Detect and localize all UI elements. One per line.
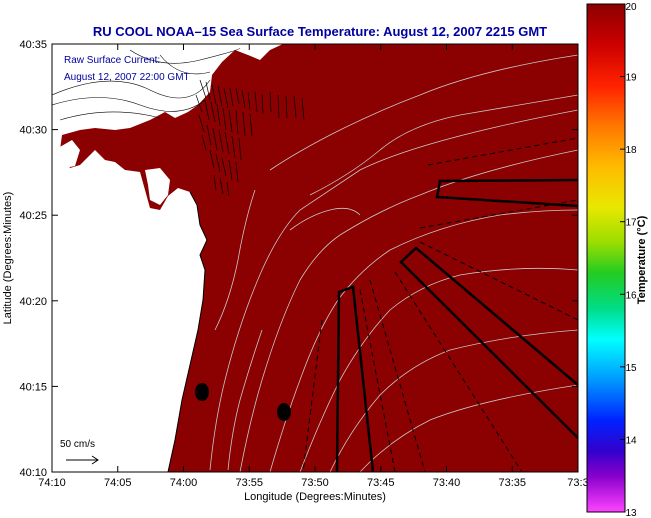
scale-arrow [66, 455, 99, 465]
map-plot-area [52, 44, 578, 472]
dashed-lines [302, 137, 578, 472]
colorbar-label: Temperature (°C) [636, 215, 648, 304]
inset-line-1: Raw Surface Current: [64, 55, 160, 66]
y-tick-label: 40:30 [19, 125, 47, 137]
x-tick-label: 74:05 [104, 477, 132, 489]
land-patch [180, 238, 195, 255]
buoy-marker [277, 403, 291, 421]
colorbar-tick-label: 16 [625, 290, 637, 301]
colorbar-tick-label: 17 [625, 218, 637, 229]
y-tick-label: 40:15 [19, 381, 47, 393]
sea-temperature-field [60, 44, 578, 472]
x-axis-label: Longitude (Degrees:Minutes) [244, 491, 386, 503]
x-tick-label: 73:50 [301, 477, 329, 489]
x-tick-label: 74:00 [170, 477, 198, 489]
y-tick-label: 40:25 [19, 210, 47, 222]
buoy-marker [195, 383, 209, 401]
current-vectors [195, 79, 305, 197]
y-tick-label: 40:10 [19, 467, 47, 479]
colorbar-ticks: 20 19 18 17 16 15 14 13 [620, 2, 637, 518]
y-axis-label: Latitude (Degrees:Minutes) [2, 192, 14, 325]
inset-line-2: August 12, 2007 22:00 GMT [64, 72, 190, 83]
colorbar [586, 3, 626, 513]
colorbar-tick-label: 14 [625, 435, 637, 446]
x-tick-label: 73:55 [235, 477, 263, 489]
y-tick-label: 40:20 [19, 296, 47, 308]
coastline [167, 191, 208, 472]
x-tick-label: 73:35 [498, 477, 526, 489]
y-tick-label: 40:35 [19, 39, 47, 51]
x-tick-label: 73:45 [367, 477, 395, 489]
land-patch [58, 140, 80, 168]
land-patch [145, 168, 170, 205]
colorbar-tick-label: 15 [625, 363, 637, 374]
x-tick-label: 74:10 [38, 477, 66, 489]
colorbar-tick-label: 13 [625, 508, 637, 518]
x-tick-label: 73:3 [567, 477, 588, 489]
solid-lane-polygons [335, 178, 578, 472]
x-axis-ticks: 74:10 74:05 74:00 73:55 73:50 73:45 73:40 73:35… [38, 44, 589, 489]
x-tick-label: 73:40 [433, 477, 461, 489]
colorbar-tick-label: 19 [625, 73, 637, 84]
colorbar-tick-label: 18 [625, 145, 637, 156]
y-axis-ticks: 40:35 40:30 40:25 40:20 40:15 40:10 [19, 39, 578, 479]
scale-label: 50 cm/s [60, 439, 95, 450]
colorbar-tick-label: 20 [625, 2, 637, 13]
figure-title: RU COOL NOAA–15 Sea Surface Temperature:… [93, 24, 547, 39]
land-contours [52, 47, 241, 121]
